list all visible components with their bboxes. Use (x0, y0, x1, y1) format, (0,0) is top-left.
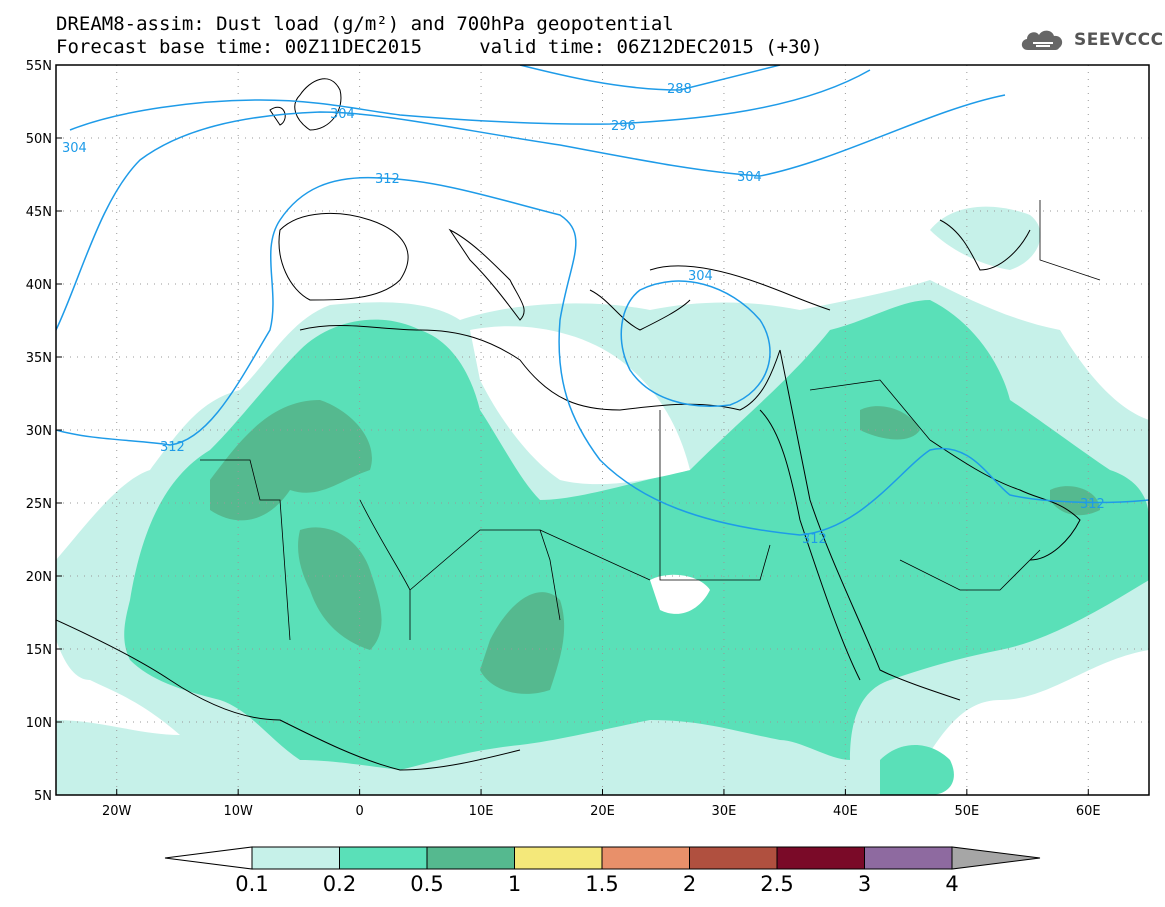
contour-label: 312 (802, 532, 827, 547)
contour-296 (69, 69, 871, 131)
coast-west-africa (56, 619, 521, 771)
seevccc-logo: SEEVCCC (1018, 24, 1164, 56)
dust-field (56, 206, 1149, 795)
legend-high-arrow (951, 846, 1041, 870)
legend-swatch (601, 846, 690, 870)
legend-label: 2 (683, 872, 696, 896)
lon-label: 10E (469, 804, 494, 819)
border-kazakh (1039, 200, 1101, 281)
legend-label: 0.5 (410, 872, 443, 896)
legend-swatch (251, 846, 340, 870)
lon-label: 0 (355, 804, 363, 819)
lat-label: 5N (34, 789, 52, 804)
lat-label: 55N (26, 59, 52, 74)
longitude-labels: 20W 10W 0 10E 20E 30E 40E 50E 60E (102, 804, 1101, 819)
legend-label: 2.5 (760, 872, 793, 896)
border-libya-chad (539, 529, 651, 581)
contour-304 (56, 94, 1006, 331)
border-iraq (809, 379, 931, 441)
lon-label: 60E (1076, 804, 1101, 819)
lon-label: 50E (954, 804, 979, 819)
legend-label: 0.1 (235, 872, 268, 896)
legend-swatch (339, 846, 428, 870)
legend-swatch (426, 846, 515, 870)
lat-label: 40N (26, 278, 52, 293)
colorbar-legend: 0.1 0.2 0.5 1 1.5 2 2.5 3 4 (164, 846, 1041, 896)
lat-label: 50N (26, 132, 52, 147)
lat-label: 45N (26, 205, 52, 220)
legend-label: 0.2 (323, 872, 356, 896)
lat-label: 30N (26, 424, 52, 439)
lat-label: 15N (26, 643, 52, 658)
contour-label: 296 (611, 119, 636, 134)
contour-label: 312 (1080, 497, 1105, 512)
legend-swatch (776, 846, 865, 870)
coast-britain (294, 78, 342, 131)
logo-text: SEEVCCC (1074, 30, 1164, 50)
contour-label: 304 (688, 269, 713, 284)
lat-label: 20N (26, 570, 52, 585)
coast-sinai-red-sea (759, 409, 861, 681)
geopotential-contours (56, 65, 1149, 536)
axis-ticks (56, 64, 1089, 796)
lon-label: 20E (590, 804, 615, 819)
lat-label: 25N (26, 497, 52, 512)
border-egypt-sudan (659, 410, 771, 581)
coast-caspian (939, 219, 1031, 271)
cloud-logo-icon (1021, 30, 1063, 50)
contour-label: 312 (375, 172, 400, 187)
contour-labels: 288 304 304 312 296 304 312 304 312 312 (62, 82, 1105, 547)
lat-label: 10N (26, 716, 52, 731)
coast-north-africa (299, 325, 781, 411)
legend-label: 3 (858, 872, 871, 896)
dust-band-0.5-gulf (1050, 486, 1100, 516)
legend-swatch (689, 846, 778, 870)
contour-label: 304 (330, 107, 355, 122)
legend-label: 4 (945, 872, 958, 896)
legend-low-arrow (164, 846, 253, 870)
contour-label: 304 (737, 170, 762, 185)
borders (200, 200, 1101, 641)
contour-312 (56, 176, 1149, 536)
lon-label: 40E (833, 804, 858, 819)
dust-band-0.5-sahel (298, 527, 382, 650)
contour-label: 312 (160, 440, 185, 455)
chart-title: DREAM8-assim: Dust load (g/m²) and 700hP… (56, 13, 674, 35)
dust-band-0.2-east (880, 745, 954, 795)
lon-label: 10W (223, 804, 253, 819)
border-mauritania (200, 459, 291, 641)
legend-swatch (514, 846, 603, 870)
lon-label: 20W (102, 804, 132, 819)
coast-turkey (649, 265, 831, 311)
legend-swatch (864, 846, 953, 870)
border-mali-algeria (359, 499, 411, 640)
forecast-times: Forecast base time: 00Z11DEC2015 valid t… (56, 36, 823, 58)
coast-persian-gulf (929, 439, 1081, 561)
clear-area-sudan (650, 574, 710, 614)
dust-band-0.1-north (930, 206, 1041, 270)
dust-band-0.5-chad (480, 592, 565, 694)
legend-label: 1 (508, 872, 521, 896)
lat-label: 35N (26, 351, 52, 366)
contour-label: 304 (62, 141, 87, 156)
coast-italy (448, 228, 525, 321)
coast-red-sea (779, 349, 961, 701)
legend-label: 1.5 (585, 872, 618, 896)
graticule (56, 65, 1149, 795)
contour-304-closed (620, 280, 771, 407)
border-yemen-saudi (899, 549, 1041, 591)
coast-greece (589, 289, 691, 331)
coast-iberia (278, 212, 409, 301)
latitude-labels: 55N 50N 45N 40N 35N 30N 25N 20N 15N 10N 5N (26, 59, 52, 804)
dust-band-0.5-iraq (860, 406, 920, 440)
lon-label: 30E (712, 804, 737, 819)
dust-band-0.5-west (210, 400, 372, 521)
contour-288 (519, 65, 781, 91)
contour-label: 288 (667, 82, 692, 97)
